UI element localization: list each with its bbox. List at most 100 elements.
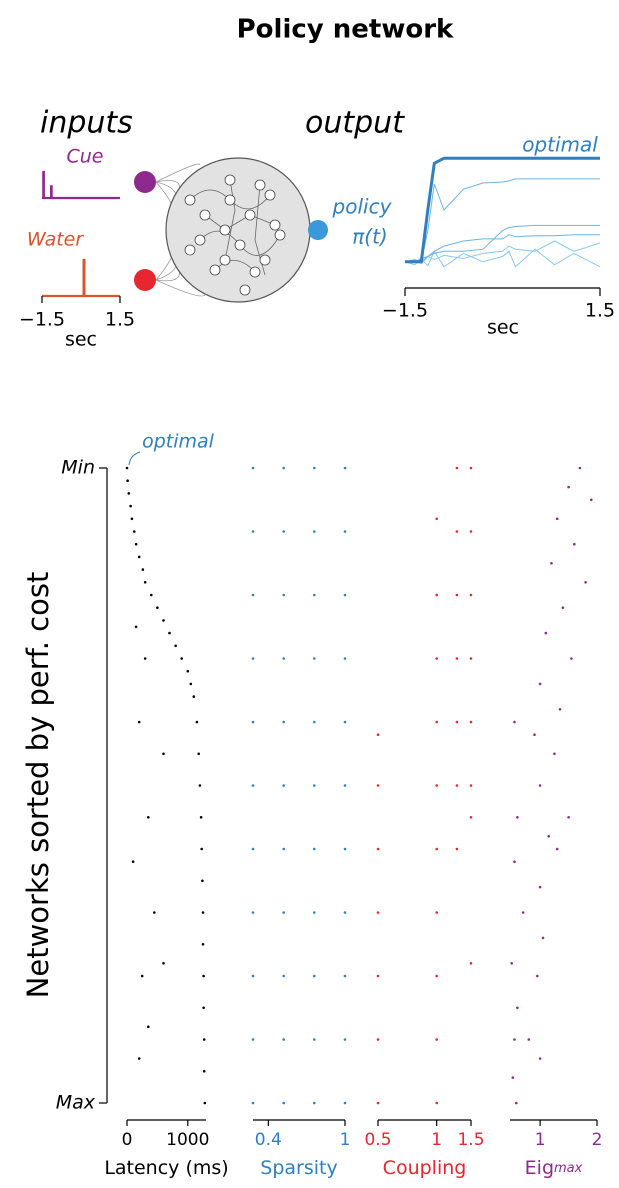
point (538, 1057, 542, 1060)
point (133, 530, 136, 533)
x-axis-label-main: Latency (ms) (104, 1157, 228, 1179)
point (251, 784, 255, 787)
point (558, 708, 562, 711)
point (134, 542, 138, 546)
point (313, 530, 316, 533)
point (435, 1101, 439, 1105)
point (313, 466, 316, 470)
point (134, 625, 138, 629)
x-axis-label-main: Eig (525, 1157, 554, 1179)
point (313, 657, 316, 660)
point (125, 466, 129, 470)
point (550, 562, 553, 565)
point (251, 911, 255, 914)
point (376, 733, 380, 736)
point (156, 606, 159, 609)
point (538, 682, 542, 686)
point (127, 492, 131, 495)
point (189, 682, 193, 686)
point (455, 657, 459, 660)
point (137, 1057, 141, 1060)
point (201, 879, 204, 883)
point (343, 530, 347, 533)
point (538, 784, 542, 787)
point (513, 720, 516, 724)
point (455, 847, 459, 851)
point (343, 1038, 347, 1041)
x-tick-label: 0.5 (364, 1130, 391, 1150)
point (513, 1038, 516, 1041)
point (435, 657, 439, 660)
point (376, 974, 380, 978)
x-axis-label: Sparsity (260, 1157, 337, 1179)
point (313, 974, 316, 978)
point (541, 936, 545, 940)
annotation-leader (128, 451, 141, 466)
point (282, 974, 286, 978)
y-tick-label: Max (56, 1092, 96, 1114)
point (515, 1101, 518, 1105)
point (376, 1038, 380, 1041)
point (201, 943, 205, 946)
title: Policy network (237, 15, 454, 45)
point (553, 752, 556, 756)
output-label: output (305, 106, 405, 141)
point (200, 847, 203, 851)
point (137, 555, 141, 559)
point (343, 911, 347, 914)
point (435, 720, 439, 724)
point (251, 466, 255, 470)
point (469, 466, 473, 470)
point (202, 974, 205, 978)
x-tick-label: −1.5 (19, 309, 65, 331)
point (313, 847, 316, 851)
point (282, 1038, 286, 1041)
point (313, 1101, 316, 1105)
x-tick-label: 1.5 (457, 1130, 484, 1150)
point (561, 606, 565, 609)
point (150, 593, 153, 597)
x-axis-label: sec (65, 329, 97, 351)
point (343, 1101, 347, 1105)
y-tick-label: Min (61, 457, 95, 479)
x-tick-label: 1 (535, 1130, 546, 1150)
x-tick-label: 1.5 (585, 300, 615, 322)
point (469, 530, 473, 533)
x-tick-label: 1 (340, 1130, 351, 1150)
point (251, 593, 255, 597)
x-axis-label: Coupling (383, 1157, 467, 1179)
inputs-label: inputs (40, 106, 133, 141)
point (162, 962, 165, 965)
point (343, 593, 347, 597)
point (435, 784, 439, 787)
point (143, 657, 147, 660)
point (584, 581, 587, 584)
point (343, 974, 347, 978)
point (435, 593, 439, 597)
point (544, 631, 548, 635)
point (376, 911, 380, 914)
point (313, 784, 316, 787)
x-tick-label: 0 (122, 1130, 133, 1150)
point (435, 847, 439, 851)
x-axis-label-sub: max (554, 1161, 583, 1176)
x-tick-label: 1000 (166, 1130, 209, 1150)
point (251, 657, 255, 660)
network-diagram (134, 157, 328, 303)
point (469, 593, 473, 597)
x-axis-label: sec (487, 317, 519, 339)
point (147, 1025, 150, 1029)
point (162, 752, 165, 756)
point (168, 631, 171, 635)
point (251, 974, 255, 978)
point (251, 1101, 255, 1105)
point (201, 911, 205, 914)
point (313, 720, 316, 724)
point (251, 1038, 255, 1041)
point (376, 784, 380, 787)
point (251, 720, 255, 724)
output-line (404, 240, 601, 265)
point (555, 517, 559, 521)
point (578, 466, 582, 470)
x-tick-label: 0.4 (255, 1130, 282, 1150)
